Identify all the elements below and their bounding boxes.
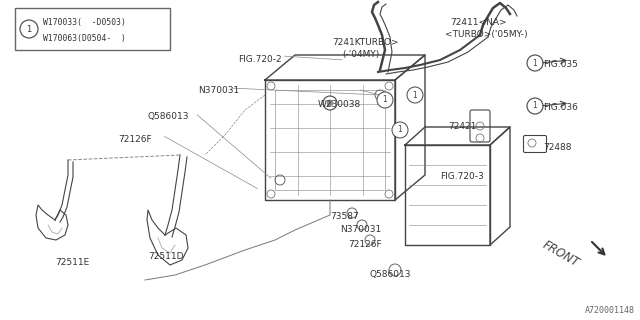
Text: 72488: 72488 [543, 143, 572, 152]
Circle shape [527, 55, 543, 71]
Text: A720001148: A720001148 [585, 306, 635, 315]
Text: N370031: N370031 [340, 225, 381, 234]
Text: FRONT: FRONT [540, 238, 581, 269]
Text: FIG.035: FIG.035 [543, 60, 578, 69]
Circle shape [327, 100, 333, 106]
Text: 1: 1 [413, 91, 417, 100]
Text: 72421: 72421 [448, 122, 476, 131]
Circle shape [392, 122, 408, 138]
Text: 1: 1 [26, 25, 31, 34]
Text: 72411<NA>: 72411<NA> [450, 18, 507, 27]
Bar [15, 8, 170, 50]
Text: <TURBO>('05MY-): <TURBO>('05MY-) [445, 30, 527, 39]
Text: 1: 1 [532, 59, 538, 68]
Circle shape [20, 20, 38, 38]
Text: W230038: W230038 [318, 100, 361, 109]
Text: FIG.036: FIG.036 [543, 103, 578, 112]
Text: 7241KTURBO>: 7241KTURBO> [332, 38, 399, 47]
Text: 72511E: 72511E [55, 258, 89, 267]
Text: 72126F: 72126F [118, 135, 152, 144]
Text: 73587: 73587 [330, 212, 359, 221]
Text: 72511D: 72511D [148, 252, 184, 261]
Text: N370031: N370031 [198, 86, 239, 95]
Circle shape [527, 98, 543, 114]
Text: FIG.720-2: FIG.720-2 [238, 55, 282, 64]
Text: 72126F: 72126F [348, 240, 381, 249]
Text: 1: 1 [532, 101, 538, 110]
Circle shape [407, 87, 423, 103]
Text: (-'04MY): (-'04MY) [342, 50, 380, 59]
Circle shape [377, 92, 393, 108]
Text: 1: 1 [383, 95, 387, 105]
Text: Q586013: Q586013 [370, 270, 412, 279]
Circle shape [323, 96, 337, 110]
Text: FIG.720-3: FIG.720-3 [440, 172, 484, 181]
Text: W170033(  -D0503): W170033( -D0503) [43, 18, 126, 27]
Text: W170063(D0504-  ): W170063(D0504- ) [43, 34, 126, 43]
Text: 1: 1 [397, 125, 403, 134]
Text: Q586013: Q586013 [148, 112, 189, 121]
